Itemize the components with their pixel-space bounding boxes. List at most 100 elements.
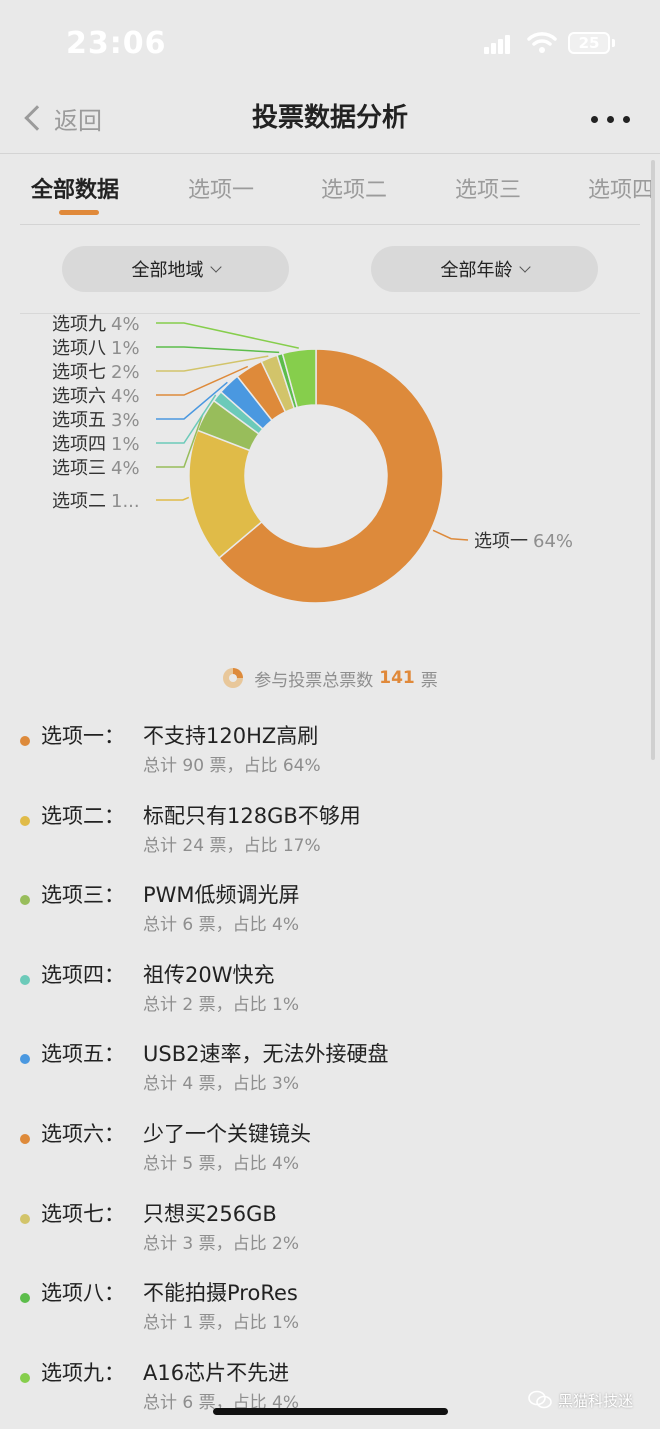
option-text: A16芯片不先进 (143, 1360, 290, 1385)
option-stats: 总计 3 票，占比 2% (143, 1233, 299, 1254)
option-label: 选项四： (41, 962, 125, 987)
option-text: PWM低频调光屏 (143, 883, 300, 908)
donut-label-leader (156, 496, 190, 501)
donut-label-leader (156, 365, 249, 396)
option-color-dot (20, 895, 30, 906)
donut-slice[interactable] (281, 348, 317, 409)
option-item: 选项三： PWM低频调光屏总计 6 票，占比 4% (0, 881, 660, 961)
donut-label: 选项四 1% (52, 434, 140, 455)
option-color-dot (20, 1134, 30, 1144)
chevron-down-icon (518, 261, 531, 273)
option-stats: 总计 1 票，占比 1% (143, 1313, 299, 1334)
option-label: 选项六： (41, 1122, 125, 1146)
region-filter-label: 全部地域 (131, 260, 204, 281)
status-bar: 23:06 25 (0, 0, 660, 90)
donut-label-leader (156, 413, 204, 468)
option-stats: 总计 6 票，占比 4% (143, 1392, 299, 1413)
donut-label: 选项七 2% (52, 362, 140, 383)
battery-level: 25 (578, 34, 600, 52)
option-text: 不能拍摄ProRes (143, 1281, 298, 1306)
option-stats: 总计 5 票，占比 4% (143, 1154, 299, 1174)
option-stats: 总计 6 票，占比 4% (143, 915, 299, 936)
option-text: 祖传20W快充 (143, 962, 275, 987)
option-text: 标配只有128GB不够用 (143, 803, 361, 828)
tab-option-2[interactable]: 选项二 (321, 178, 388, 203)
donut-label: 选项六 4% (52, 386, 140, 407)
option-label: 选项九： (41, 1360, 125, 1385)
more-icon[interactable] (591, 116, 631, 124)
divider (20, 224, 640, 225)
nav-bar: 投票数据分析 返回 (0, 90, 660, 154)
option-stats: 总计 90 票，占比 64% (143, 756, 321, 776)
wifi-icon (527, 32, 557, 53)
scrollbar[interactable] (651, 160, 655, 760)
battery-cap (612, 39, 615, 47)
option-item: 选项八： 不能拍摄ProRes 总计 1 票，占比 1% (0, 1279, 660, 1359)
donut-label: 选项九 4% (52, 314, 140, 335)
donut-label-leader (432, 529, 469, 541)
donut-label: 选项二 1... (52, 491, 140, 512)
donut-label-leader (156, 381, 228, 420)
option-text: 少了一个关键镜头 (143, 1122, 311, 1146)
option-label: 选项八： (41, 1281, 125, 1306)
chevron-left-icon (24, 105, 50, 131)
option-text: USB2速率，无法外接硬盘 (143, 1042, 389, 1067)
donut-label-leader (156, 322, 299, 349)
option-item: 选项五： USB2速率，无法外接硬盘总计 4 票，占比 3% (0, 1040, 660, 1120)
option-text: 只想买256GB (143, 1201, 277, 1226)
cellular-signal-icon (484, 34, 512, 54)
donut-label: 选项三 4% (52, 458, 140, 479)
option-color-dot (20, 974, 30, 985)
option-color-dot (20, 815, 30, 826)
donut-label: 选项五 3% (52, 410, 140, 431)
total-votes: 参与投票总票数 141 票 (0, 664, 660, 692)
tab-all-data[interactable]: 全部数据 (31, 178, 120, 203)
option-color-dot (20, 1293, 30, 1304)
donut-chart: 选项一 64% 选项二 1... 选项三 4% 选项四 1% 选项五 3% 选项六 4% 选项七 2% 选项… (52, 314, 573, 604)
option-color-dot (20, 1213, 30, 1224)
option-label: 选项二： (41, 803, 125, 828)
option-label: 选项一： (41, 724, 125, 748)
option-text: 不支持120HZ高刷 (143, 724, 319, 748)
chevron-down-icon (209, 261, 222, 273)
option-item: 选项六： 少了一个关键镜头总计 5 票，占比 4% (0, 1120, 660, 1200)
option-item: 选项九： A16芯片不先进总计 6 票，占比 4% (0, 1359, 660, 1429)
region-filter-dropdown[interactable]: 全部地域 (62, 246, 289, 292)
wechat-icon (528, 1390, 552, 1409)
donut-label-leader (156, 346, 280, 354)
tab-bar: 全部数据 选项一 选项二 选项三 选项四 (0, 162, 660, 226)
tab-active-indicator (59, 210, 99, 215)
watermark-text: 黑猫科技迷 (558, 1391, 634, 1410)
back-button[interactable]: 返回 (20, 98, 102, 138)
watermark: 黑猫科技迷 (528, 1386, 633, 1414)
total-votes-unit: 票 (420, 670, 438, 691)
option-label: 选项三： (41, 883, 125, 908)
option-stats: 总计 24 票，占比 17% (143, 835, 321, 856)
tab-option-4[interactable]: 选项四 (588, 178, 655, 203)
option-color-dot (20, 736, 30, 746)
tab-option-3[interactable]: 选项三 (455, 178, 522, 203)
total-votes-count: 141 (379, 668, 415, 688)
option-item: 选项二： 标配只有128GB不够用总计 24 票，占比 17% (0, 802, 660, 882)
divider (20, 313, 640, 314)
home-indicator[interactable] (213, 1408, 448, 1415)
pie-chart-icon (223, 668, 244, 688)
donut-label-leader (156, 355, 269, 372)
donut-label: 选项八 1% (52, 338, 140, 359)
option-label: 选项七： (41, 1201, 125, 1226)
option-color-dot (20, 1054, 30, 1065)
status-time: 23:06 (66, 26, 167, 61)
donut-label-leader (156, 394, 217, 444)
age-filter-label: 全部年龄 (440, 260, 513, 281)
option-stats: 总计 2 票，占比 1% (143, 994, 299, 1015)
option-item: 选项七： 只想买256GB 总计 3 票，占比 2% (0, 1200, 660, 1280)
option-item: 选项四： 祖传20W快充总计 2 票，占比 1% (0, 961, 660, 1041)
tab-option-1[interactable]: 选项一 (188, 178, 255, 203)
option-stats: 总计 4 票，占比 3% (143, 1074, 299, 1095)
back-label: 返回 (54, 106, 102, 135)
age-filter-dropdown[interactable]: 全部年龄 (371, 246, 598, 292)
option-color-dot (20, 1372, 30, 1383)
total-votes-label: 参与投票总票数 (254, 670, 374, 691)
donut-slice[interactable] (217, 348, 444, 604)
option-label: 选项五： (41, 1042, 125, 1067)
